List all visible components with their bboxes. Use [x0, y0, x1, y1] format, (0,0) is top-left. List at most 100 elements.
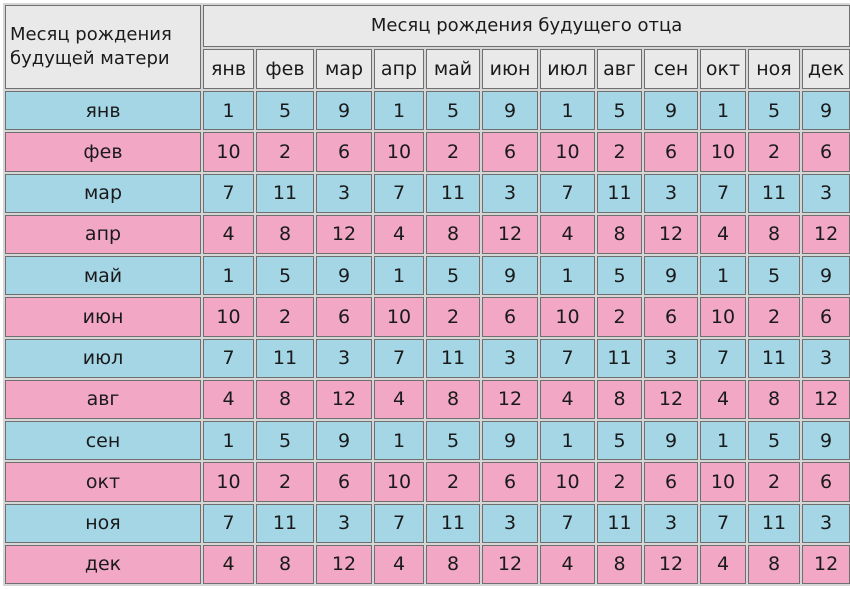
- value-cell: 9: [644, 421, 698, 461]
- value-cell: 12: [482, 379, 538, 419]
- father-month-cell: авг: [597, 49, 642, 89]
- mother-month-cell: фев: [5, 132, 201, 172]
- mother-month-header: Месяц рождения будущей матери: [5, 5, 201, 89]
- value-cell: 4: [374, 214, 424, 254]
- value-cell: 2: [597, 297, 642, 337]
- value-cell: 5: [256, 91, 314, 131]
- value-cell: 2: [256, 462, 314, 502]
- value-cell: 10: [540, 132, 595, 172]
- value-cell: 3: [644, 173, 698, 213]
- value-cell: 4: [203, 214, 254, 254]
- value-cell: 12: [802, 214, 850, 254]
- table-wrapper: Месяц рождения будущей матери Месяц рожд…: [3, 3, 850, 586]
- value-cell: 11: [426, 338, 480, 378]
- table-row: авг 4 8 12 4 8 12 4 8 12 4 8 12: [5, 379, 850, 419]
- value-cell: 11: [426, 173, 480, 213]
- mother-month-cell: апр: [5, 214, 201, 254]
- value-cell: 1: [374, 421, 424, 461]
- father-month-cell: фев: [256, 49, 314, 89]
- value-cell: 9: [644, 256, 698, 296]
- value-cell: 12: [482, 214, 538, 254]
- value-cell: 2: [748, 297, 800, 337]
- table-body: янв 1 5 9 1 5 9 1 5 9 1 5 9 фев 10 2 6 10 2 6 10 2 6 10 2 6 мар 7 11…: [5, 91, 850, 584]
- father-month-cell: мар: [316, 49, 372, 89]
- value-cell: 5: [748, 256, 800, 296]
- mother-month-cell: янв: [5, 91, 201, 131]
- value-cell: 11: [597, 338, 642, 378]
- value-cell: 4: [540, 544, 595, 584]
- value-cell: 10: [374, 132, 424, 172]
- table-row: апр 4 8 12 4 8 12 4 8 12 4 8 12: [5, 214, 850, 254]
- mother-month-cell: авг: [5, 379, 201, 419]
- value-cell: 4: [700, 214, 746, 254]
- father-month-cell: ноя: [748, 49, 800, 89]
- father-month-cell: июл: [540, 49, 595, 89]
- value-cell: 7: [540, 503, 595, 543]
- value-cell: 6: [644, 297, 698, 337]
- value-cell: 10: [700, 132, 746, 172]
- value-cell: 10: [203, 132, 254, 172]
- value-cell: 9: [802, 91, 850, 131]
- value-cell: 3: [802, 503, 850, 543]
- mother-month-cell: дек: [5, 544, 201, 584]
- mother-month-cell: май: [5, 256, 201, 296]
- value-cell: 1: [700, 421, 746, 461]
- mother-month-cell: мар: [5, 173, 201, 213]
- father-month-cell: янв: [203, 49, 254, 89]
- value-cell: 5: [426, 256, 480, 296]
- value-cell: 3: [802, 338, 850, 378]
- value-cell: 10: [700, 462, 746, 502]
- table-row: янв 1 5 9 1 5 9 1 5 9 1 5 9: [5, 91, 850, 131]
- value-cell: 11: [256, 338, 314, 378]
- table-row: сен 1 5 9 1 5 9 1 5 9 1 5 9: [5, 421, 850, 461]
- father-month-header: Месяц рождения будущего отца: [203, 5, 850, 47]
- value-cell: 7: [700, 338, 746, 378]
- value-cell: 4: [203, 544, 254, 584]
- value-cell: 1: [374, 91, 424, 131]
- value-cell: 7: [700, 173, 746, 213]
- value-cell: 10: [540, 462, 595, 502]
- value-cell: 2: [597, 462, 642, 502]
- mother-month-cell: сен: [5, 421, 201, 461]
- value-cell: 12: [482, 544, 538, 584]
- father-month-cell: окт: [700, 49, 746, 89]
- value-cell: 4: [374, 379, 424, 419]
- table-row: дек 4 8 12 4 8 12 4 8 12 4 8 12: [5, 544, 850, 584]
- father-month-cell: май: [426, 49, 480, 89]
- value-cell: 12: [644, 379, 698, 419]
- table-row: июн 10 2 6 10 2 6 10 2 6 10 2 6: [5, 297, 850, 337]
- value-cell: 5: [426, 91, 480, 131]
- value-cell: 4: [374, 544, 424, 584]
- value-cell: 6: [316, 132, 372, 172]
- value-cell: 3: [316, 338, 372, 378]
- value-cell: 10: [540, 297, 595, 337]
- value-cell: 8: [597, 379, 642, 419]
- value-cell: 5: [256, 421, 314, 461]
- value-cell: 1: [700, 91, 746, 131]
- father-month-cell: апр: [374, 49, 424, 89]
- value-cell: 9: [316, 421, 372, 461]
- value-cell: 6: [802, 297, 850, 337]
- value-cell: 3: [482, 173, 538, 213]
- value-cell: 6: [316, 297, 372, 337]
- value-cell: 2: [748, 132, 800, 172]
- value-cell: 2: [426, 132, 480, 172]
- father-month-cell: дек: [802, 49, 850, 89]
- value-cell: 8: [748, 544, 800, 584]
- value-cell: 7: [374, 173, 424, 213]
- value-cell: 12: [644, 214, 698, 254]
- value-cell: 5: [597, 421, 642, 461]
- value-cell: 2: [426, 462, 480, 502]
- value-cell: 12: [316, 214, 372, 254]
- value-cell: 11: [597, 503, 642, 543]
- father-month-cell: сен: [644, 49, 698, 89]
- value-cell: 12: [802, 379, 850, 419]
- value-cell: 9: [316, 256, 372, 296]
- value-cell: 7: [540, 173, 595, 213]
- value-cell: 5: [597, 91, 642, 131]
- mother-month-cell: июл: [5, 338, 201, 378]
- value-cell: 7: [700, 503, 746, 543]
- value-cell: 8: [748, 379, 800, 419]
- value-cell: 12: [644, 544, 698, 584]
- value-cell: 10: [374, 297, 424, 337]
